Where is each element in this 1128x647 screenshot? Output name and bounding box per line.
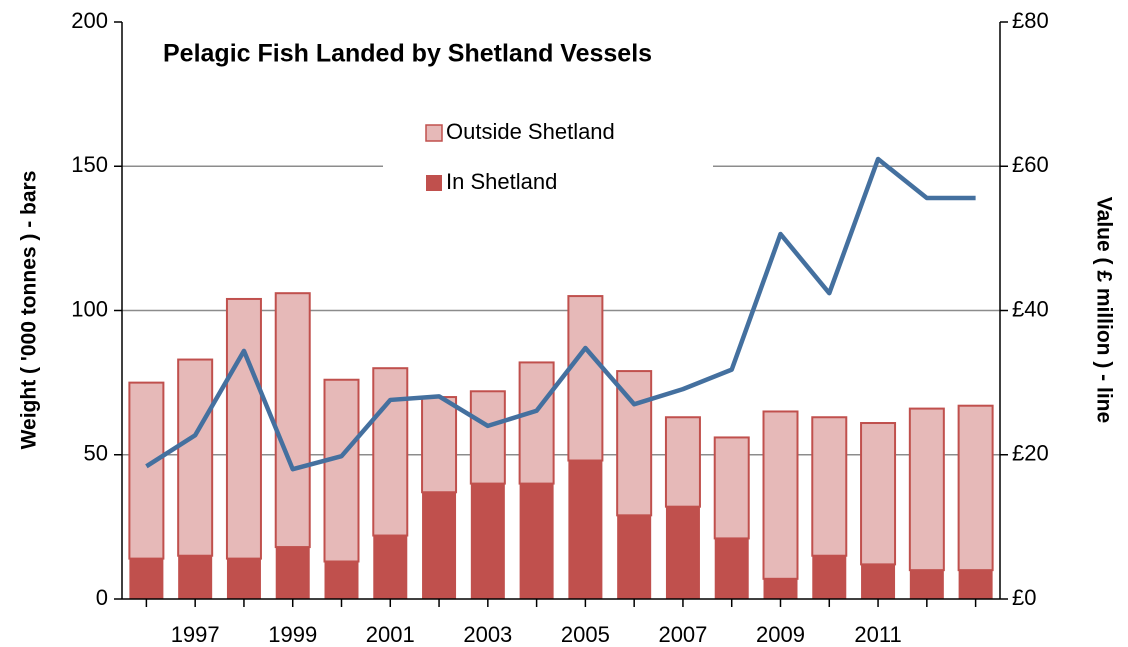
bar [909, 570, 944, 599]
x-tick-label: 2003 [463, 622, 512, 647]
bar [762, 410, 799, 580]
bar [275, 547, 310, 599]
bar [665, 506, 700, 599]
bar [908, 407, 945, 572]
chart-title: Pelagic Fish Landed by Shetland Vessels [163, 40, 652, 68]
x-tick-label: 2005 [561, 622, 610, 647]
x-tick-label: 2011 [854, 622, 901, 647]
x-tick-label: 1997 [171, 622, 220, 647]
bar [470, 483, 505, 599]
bar [469, 390, 506, 485]
legend-label: In Shetland [446, 169, 557, 194]
bar [421, 396, 458, 494]
y2-tick-label: £40 [1012, 296, 1049, 321]
bar [616, 370, 653, 517]
bar [811, 416, 848, 557]
line-series [145, 156, 976, 472]
x-tick-label: 2001 [366, 622, 415, 647]
bar [763, 578, 798, 599]
bar [324, 561, 359, 599]
legend-swatch [426, 175, 442, 191]
bar [226, 558, 261, 599]
bar [177, 358, 214, 557]
bar [714, 538, 749, 599]
x-tick-label: 2007 [658, 622, 707, 647]
bar [373, 535, 408, 599]
y-axis-label: Weight ( '000 tonnes ) - bars [18, 171, 41, 450]
legend-swatch [425, 124, 443, 142]
bar [128, 381, 165, 560]
y-tick-label: 150 [71, 152, 108, 177]
bar [713, 436, 750, 540]
bar [861, 564, 896, 599]
y2-tick-label: £20 [1012, 441, 1049, 466]
bar [812, 555, 847, 599]
y2-tick-label: £60 [1012, 152, 1049, 177]
y-tick-label: 50 [84, 441, 108, 466]
y-tick-label: 200 [71, 8, 108, 33]
bar [323, 378, 360, 563]
bar [958, 570, 993, 599]
bar [518, 361, 555, 485]
bar [957, 404, 994, 572]
y-tick-label: 100 [71, 296, 108, 321]
legend-label: Outside Shetland [446, 119, 615, 144]
bar [568, 460, 603, 599]
bar [225, 297, 262, 560]
bar [274, 292, 311, 549]
bar [178, 555, 213, 599]
y2-tick-label: £80 [1012, 8, 1049, 33]
bar [422, 492, 457, 599]
x-tick-label: 2009 [756, 622, 805, 647]
bar [372, 367, 409, 537]
bar [129, 558, 164, 599]
y2-tick-label: £0 [1012, 585, 1036, 610]
x-tick-label: 1999 [268, 622, 317, 647]
bar [617, 515, 652, 599]
y-tick-label: 0 [96, 585, 108, 610]
bar [664, 416, 701, 508]
bar [860, 422, 897, 566]
bar [519, 483, 554, 599]
bar [567, 295, 604, 462]
y2-axis-label: Value ( £ million ) - line [1092, 197, 1115, 423]
